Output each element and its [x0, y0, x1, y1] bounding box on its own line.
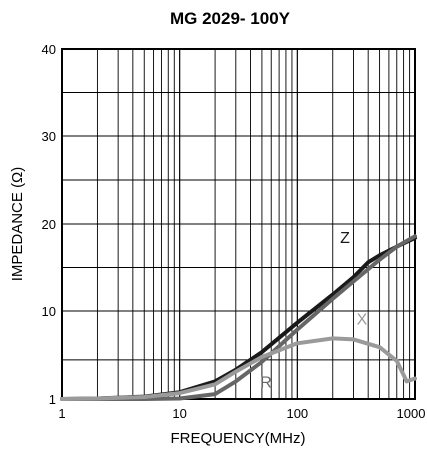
- tick-labels: 1 10 100 1000 1 10 20 30 40: [42, 42, 426, 421]
- x-tick-label: 1: [58, 406, 65, 421]
- y-tick-label: 1: [49, 392, 56, 407]
- grid: [61, 49, 415, 399]
- y-tick-label: 30: [42, 129, 56, 144]
- series-label-r: R: [260, 374, 272, 391]
- series-r-line: [60, 234, 417, 401]
- x-tick-label: 100: [286, 406, 308, 421]
- x-tick-label: 10: [172, 406, 186, 421]
- x-axis-label: FREQUENCY(MHz): [171, 430, 306, 447]
- series-layer: [60, 234, 417, 401]
- plot-frame: [61, 48, 416, 400]
- chart-title: MG 2029- 100Y: [170, 9, 291, 28]
- series-x-line: [60, 336, 417, 401]
- y-tick-label: 40: [42, 42, 56, 57]
- y-tick-label: 20: [42, 217, 56, 232]
- series-label-z: Z: [340, 230, 350, 247]
- y-axis-label: IMPEDANCE (Ω): [9, 167, 26, 282]
- y-tick-label: 10: [42, 304, 56, 319]
- series-label-x: X: [357, 312, 368, 329]
- x-tick-label: 1000: [397, 406, 426, 421]
- series-labels: Z R X: [260, 230, 367, 391]
